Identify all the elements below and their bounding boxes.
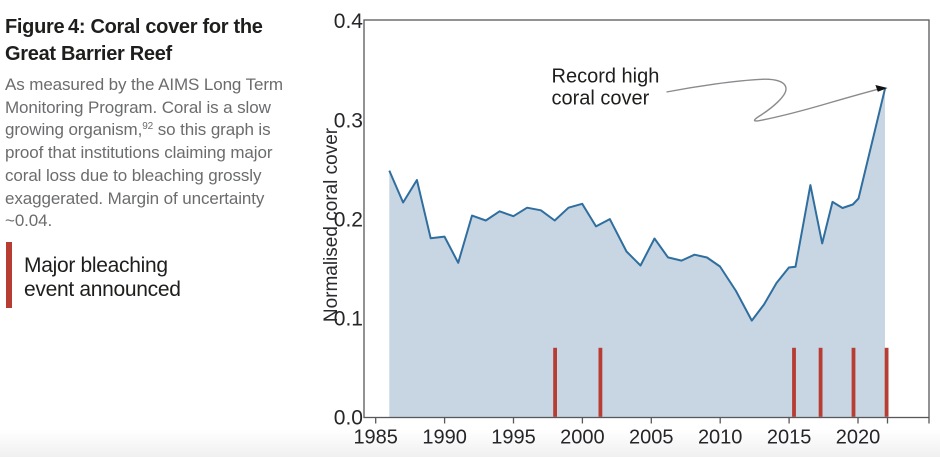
svg-text:1990: 1990 <box>422 427 467 449</box>
svg-text:2020: 2020 <box>836 427 881 449</box>
svg-text:2000: 2000 <box>560 427 605 449</box>
svg-text:1995: 1995 <box>491 427 536 449</box>
svg-text:2015: 2015 <box>767 427 812 449</box>
svg-text:coral cover: coral cover <box>552 88 650 110</box>
svg-text:0.3: 0.3 <box>334 109 363 132</box>
svg-text:2010: 2010 <box>698 427 743 449</box>
svg-text:1985: 1985 <box>353 427 398 449</box>
svg-text:0.0: 0.0 <box>334 407 363 430</box>
svg-text:Record high: Record high <box>552 65 660 87</box>
svg-text:2005: 2005 <box>629 427 674 449</box>
svg-text:0.2: 0.2 <box>334 208 363 231</box>
svg-text:Normalised coral cover: Normalised coral cover <box>321 127 342 322</box>
svg-text:0.4: 0.4 <box>334 10 364 33</box>
svg-text:0.1: 0.1 <box>334 307 363 330</box>
